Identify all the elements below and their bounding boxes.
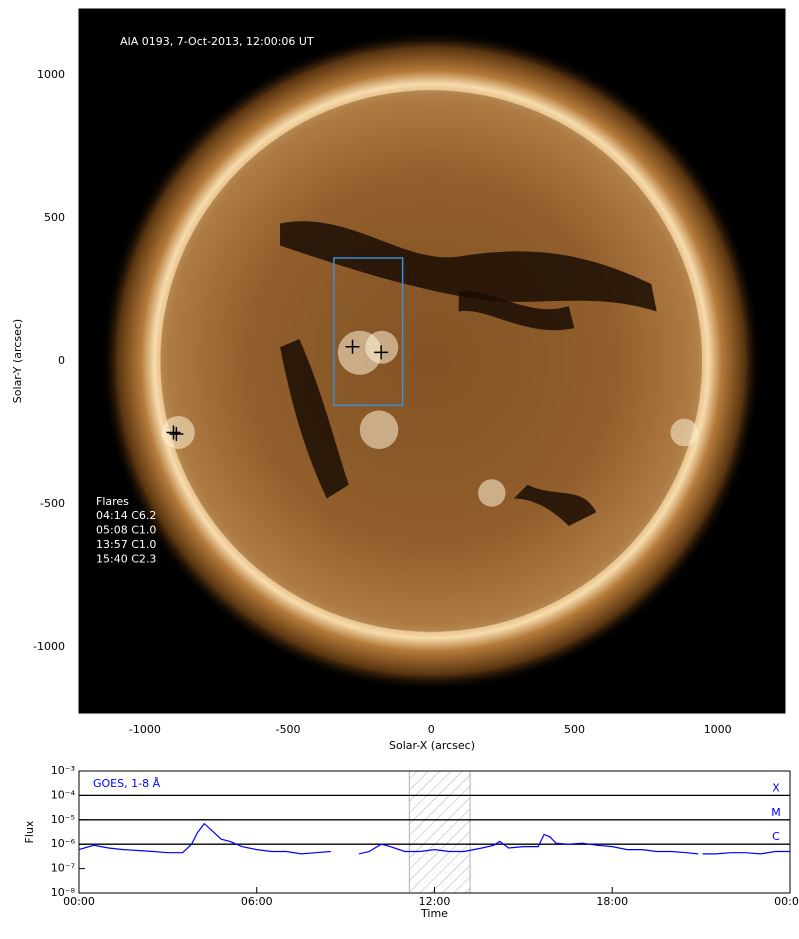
- flare-class-label: M: [771, 806, 781, 819]
- flare-class-label: C: [772, 830, 780, 843]
- coronal-hole: [513, 484, 597, 526]
- flare-list-title: Flares: [96, 495, 129, 508]
- y-tick-label: 10⁻⁴: [51, 788, 76, 801]
- coronal-hole: [280, 339, 349, 499]
- flare-marker: [166, 425, 181, 440]
- flare-class-label: X: [772, 781, 780, 794]
- chart-layer: AIA 0193, 7-Oct-2013, 12:00:06 UT -1000 -5…: [11, 8, 799, 920]
- y-tick-label: 10⁻⁸: [51, 886, 76, 899]
- x-axis-label: Solar-X (arcsec): [389, 739, 475, 752]
- y-tick-label: 10⁻⁶: [51, 837, 76, 850]
- flare-marker: [374, 345, 389, 360]
- flux-line: [78, 822, 790, 855]
- x-tick-label: 06:00: [241, 895, 273, 908]
- y-tick-label: 500: [44, 211, 65, 224]
- legend-label: GOES, 1-8 Å: [93, 777, 161, 790]
- bright-region: [670, 418, 698, 447]
- x-tick-label: 1000: [704, 723, 732, 736]
- x-tick-label: -1000: [129, 723, 161, 736]
- x-tick-label: -500: [276, 723, 301, 736]
- flare-marker: [345, 339, 360, 354]
- y-tick-label: 0: [58, 354, 65, 367]
- x-tick-label: 500: [564, 723, 585, 736]
- x-tick-label: 00:00: [774, 895, 799, 908]
- x-tick-label: 00:00: [63, 895, 95, 908]
- solar-disk: [160, 90, 703, 632]
- bright-region: [359, 410, 399, 449]
- x-axis-label: Time: [420, 907, 448, 920]
- flare-list-item: 15:40 C2.3: [96, 553, 156, 566]
- flare-list-item: 04:14 C6.2: [96, 509, 156, 522]
- y-tick-label: 1000: [37, 68, 65, 81]
- flare-list-item: 05:08 C1.0: [96, 524, 156, 537]
- y-axis-label: Solar-Y (arcsec): [11, 319, 24, 403]
- y-axis-label: Flux: [23, 820, 36, 843]
- x-tick-label: 0: [428, 723, 435, 736]
- highlight: [408, 770, 471, 894]
- y-tick-label: -500: [40, 497, 65, 510]
- solar-image: [79, 9, 785, 713]
- y-tick-label: 10⁻⁵: [51, 813, 75, 826]
- y-tick-label: -1000: [33, 640, 65, 653]
- coronal-hole: [458, 291, 575, 331]
- flare-marker: [169, 426, 184, 441]
- y-tick-label: 10⁻⁷: [51, 862, 75, 875]
- y-tick-label: 10⁻³: [51, 764, 75, 777]
- bright-region: [478, 479, 506, 507]
- chart-title: AIA 0193, 7-Oct-2013, 12:00:06 UT: [120, 35, 314, 48]
- coronal-hole: [280, 221, 657, 312]
- flare-list-item: 13:57 C1.0: [96, 538, 156, 551]
- x-tick-label: 12:00: [419, 895, 451, 908]
- x-tick-label: 18:00: [596, 895, 628, 908]
- region-box: [333, 257, 404, 407]
